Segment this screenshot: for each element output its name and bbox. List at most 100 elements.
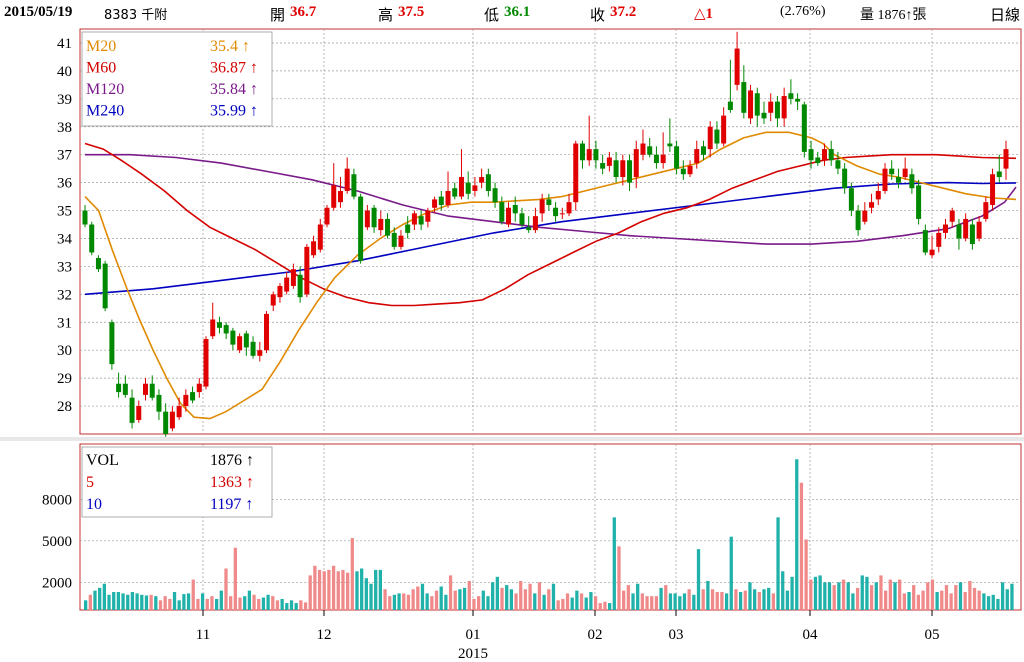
candle-up bbox=[586, 149, 592, 161]
volume-bar bbox=[991, 594, 995, 610]
volume-bar bbox=[107, 594, 111, 610]
ma20-line bbox=[84, 131, 1017, 420]
volume-bar bbox=[495, 576, 499, 610]
candle-down bbox=[149, 383, 155, 398]
volume-bar bbox=[425, 593, 429, 610]
price-legend-value: 36.87 ↑ bbox=[210, 60, 258, 77]
candle-down bbox=[499, 202, 505, 222]
volume-bar bbox=[261, 597, 266, 610]
volume-bar bbox=[397, 593, 401, 610]
volume-bar bbox=[846, 582, 850, 610]
volume-bar bbox=[186, 593, 191, 610]
volume-bar bbox=[299, 600, 303, 610]
month-label: 11 bbox=[196, 627, 210, 643]
volume-bar bbox=[972, 587, 977, 610]
volume-bar bbox=[331, 565, 336, 610]
volume-bar bbox=[224, 568, 228, 610]
volume-bar bbox=[687, 589, 691, 610]
candle-up bbox=[875, 191, 881, 200]
volume-bar bbox=[982, 593, 986, 610]
price-tick-label: 31 bbox=[57, 315, 72, 331]
price-legend-name: M120 bbox=[86, 81, 124, 98]
price-tick-label: 30 bbox=[57, 343, 72, 359]
candle-up bbox=[203, 339, 209, 387]
volume-bar bbox=[322, 571, 326, 610]
candle-up bbox=[210, 319, 216, 337]
volume-bar bbox=[93, 590, 97, 610]
close-label: 收 bbox=[590, 8, 606, 24]
candle-up bbox=[364, 210, 370, 228]
volume-bar bbox=[88, 594, 92, 610]
volume-bar bbox=[528, 583, 532, 610]
volume-bar bbox=[636, 583, 640, 610]
volume-bar bbox=[360, 568, 364, 610]
candle-down bbox=[842, 168, 848, 189]
candle-up bbox=[942, 224, 948, 233]
volume-bar bbox=[753, 589, 757, 610]
volume-bar bbox=[607, 603, 612, 610]
volume-bar bbox=[598, 603, 602, 610]
volume-legend-name: VOL bbox=[86, 452, 119, 469]
candle-up bbox=[573, 143, 579, 203]
volume-legend-name: 5 bbox=[86, 474, 94, 491]
candle-down bbox=[250, 341, 256, 356]
volume-bar bbox=[476, 596, 481, 610]
candle-up bbox=[290, 269, 296, 286]
candle-down bbox=[223, 325, 229, 334]
volume-bar bbox=[341, 569, 345, 610]
volume-bar bbox=[98, 587, 102, 610]
candle-up bbox=[539, 199, 545, 214]
volume-bar bbox=[659, 587, 663, 610]
low-value: 36.1 bbox=[504, 4, 531, 20]
volume-bar bbox=[944, 585, 949, 610]
candle-up bbox=[983, 202, 989, 219]
volume-bar bbox=[565, 593, 570, 610]
volume-bar bbox=[444, 594, 448, 610]
volume-bar bbox=[229, 596, 233, 610]
volume-bar bbox=[664, 585, 668, 610]
volume-bar bbox=[238, 597, 242, 610]
volume-bar bbox=[551, 583, 556, 610]
candle-down bbox=[243, 333, 249, 348]
volume-bar bbox=[561, 598, 565, 610]
candle-down bbox=[418, 216, 424, 225]
volume-bar bbox=[612, 517, 616, 610]
volume-bar bbox=[280, 598, 284, 610]
volume-bar bbox=[907, 592, 911, 610]
volume-tick-label: 2000 bbox=[42, 575, 72, 591]
candle-up bbox=[398, 235, 404, 247]
candle-down bbox=[116, 383, 122, 393]
candle-down bbox=[996, 171, 1002, 178]
volume-bar bbox=[378, 569, 383, 610]
candle-down bbox=[889, 168, 895, 175]
candle-down bbox=[774, 101, 780, 119]
candle-down bbox=[754, 93, 760, 116]
candle-down bbox=[741, 82, 747, 113]
volume-bar bbox=[374, 569, 378, 610]
volume-bar bbox=[355, 571, 359, 610]
volume-bar bbox=[823, 582, 827, 610]
candle-up bbox=[458, 177, 464, 197]
candle-down bbox=[627, 160, 633, 183]
volume-bar bbox=[327, 569, 331, 610]
volume-legend-value: 1876 ↑ bbox=[210, 452, 254, 469]
candle-down bbox=[714, 129, 720, 144]
candle-down bbox=[351, 174, 357, 197]
candle-down bbox=[727, 101, 733, 110]
volume-bar bbox=[706, 580, 710, 610]
candle-up bbox=[411, 213, 417, 225]
volume-bar bbox=[748, 582, 752, 610]
volume-bar bbox=[617, 546, 621, 610]
volume-bar bbox=[219, 590, 223, 610]
volume-bar bbox=[720, 592, 724, 610]
candle-up bbox=[337, 191, 343, 203]
volume-bar bbox=[645, 596, 649, 610]
price-legend-name: M60 bbox=[86, 60, 116, 77]
volume-bar bbox=[275, 600, 280, 610]
candle-up bbox=[331, 185, 337, 208]
price-tick-label: 33 bbox=[57, 259, 72, 275]
candle-down bbox=[297, 274, 303, 298]
candle-down bbox=[808, 149, 814, 161]
volume-legend-value: 1197 ↑ bbox=[210, 496, 253, 513]
